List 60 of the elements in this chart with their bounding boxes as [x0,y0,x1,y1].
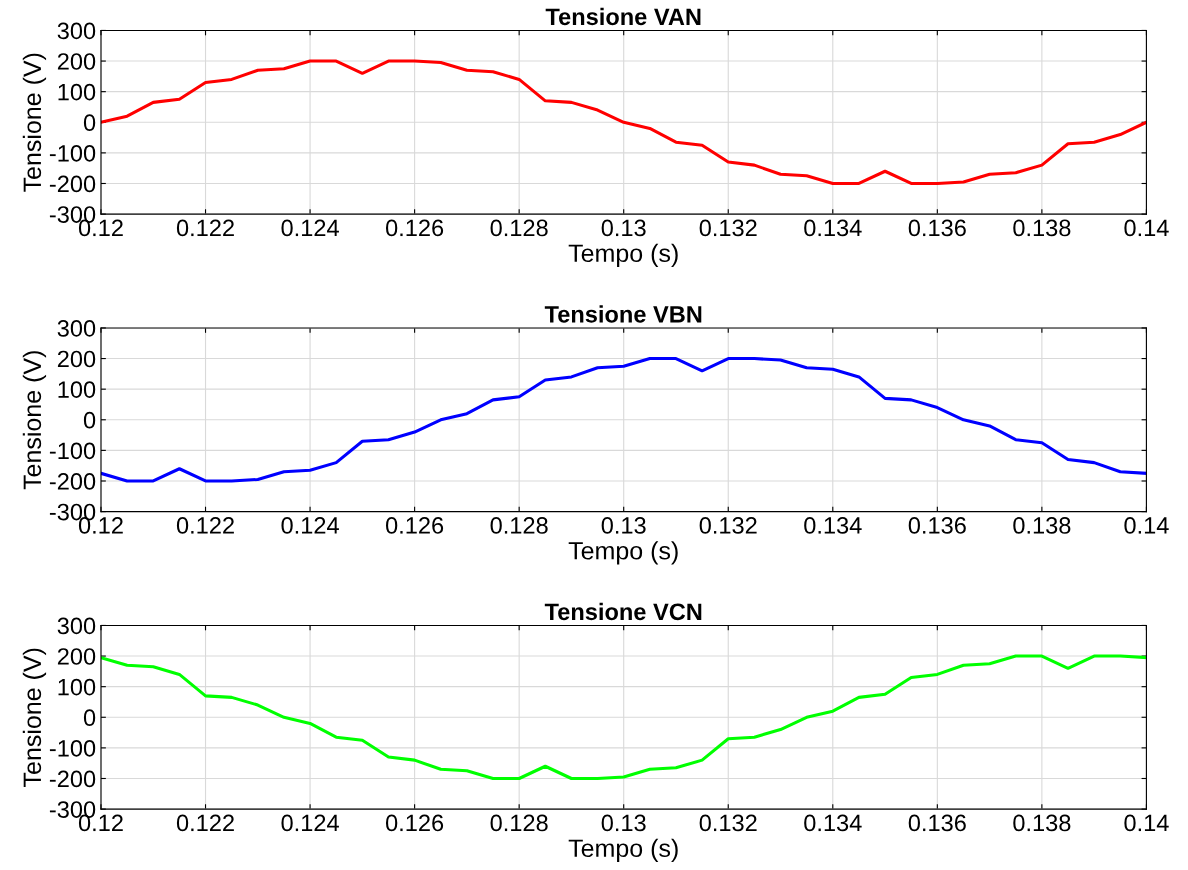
x-tick-label: 0.126 [385,219,444,237]
y-axis-title: Tensione (V) [22,648,47,787]
line-series [100,357,1147,483]
x-tick-label: 0.128 [490,517,548,534]
y-tick-label: -100 [49,442,96,460]
x-tick-label: 0.124 [281,219,339,237]
x-tick-label: 0.126 [385,814,444,832]
y-tick-label: -100 [49,144,96,162]
x-tick-label: 0.134 [804,814,862,832]
y-tick-label: 300 [57,22,96,40]
y-tick-label: -100 [49,739,96,757]
y-axis-title: Tensione (V) [22,351,47,490]
y-tick-label: 300 [57,320,96,337]
x-tick-label: 0.132 [699,219,757,237]
x-tick-label: 0.14 [1124,517,1169,534]
y-tick-label: 200 [57,648,96,665]
chart-title: Tensione VAN [545,7,701,26]
y-tick-label: 100 [58,83,96,101]
x-tick-label: 0.13 [601,219,646,237]
y-tick-label: -200 [49,175,96,193]
y-tick-label: 0 [83,709,96,727]
y-tick-label: 200 [57,53,96,70]
y-tick-label: 200 [57,350,96,368]
y-tick-label: 300 [57,617,96,635]
chart-title: Tensione VBN [544,305,702,323]
x-tick-label: 0.14 [1124,814,1169,832]
x-tick-label: 0.138 [1013,517,1071,534]
x-tick-label: 0.136 [908,814,966,832]
x-axis-title: Tempo (s) [568,838,678,863]
y-tick-label: 0 [83,114,96,132]
x-tick-label: 0.138 [1013,219,1071,237]
y-tick-label: -200 [49,473,96,490]
x-tick-label: 0.138 [1013,814,1071,832]
x-tick-label: 0.132 [699,814,757,832]
x-tick-label: 0.13 [601,517,646,534]
y-tick-label: 0 [83,411,96,429]
x-tick-label: 0.122 [176,517,234,534]
x-axis-title: Tempo (s) [568,243,678,268]
y-axis-title: Tensione (V) [22,53,47,192]
line-series [100,59,1147,186]
y-tick-label: -200 [49,770,96,788]
x-tick-label: 0.136 [908,219,966,237]
x-tick-label: 0.128 [490,219,548,237]
chart-title: Tensione VCN [544,602,702,621]
x-tick-label: 0.124 [281,517,339,534]
x-tick-label: 0.126 [385,517,444,534]
x-tick-label: 0.136 [908,517,966,534]
x-tick-label: 0.124 [281,814,339,832]
x-tick-label: 0.132 [699,517,757,534]
y-tick-label: 100 [58,381,96,398]
line-series [100,654,1147,781]
x-tick-label: 0.128 [490,814,548,832]
x-tick-label: 0.13 [601,814,646,832]
x-tick-label: 0.134 [804,219,862,237]
x-tick-label: 0.122 [176,814,234,832]
x-tick-label: 0.14 [1124,219,1169,237]
y-tick-label: 100 [58,678,96,696]
x-tick-label: 0.134 [804,517,862,534]
x-axis-title: Tempo (s) [568,541,678,565]
x-tick-label: 0.122 [176,219,234,237]
